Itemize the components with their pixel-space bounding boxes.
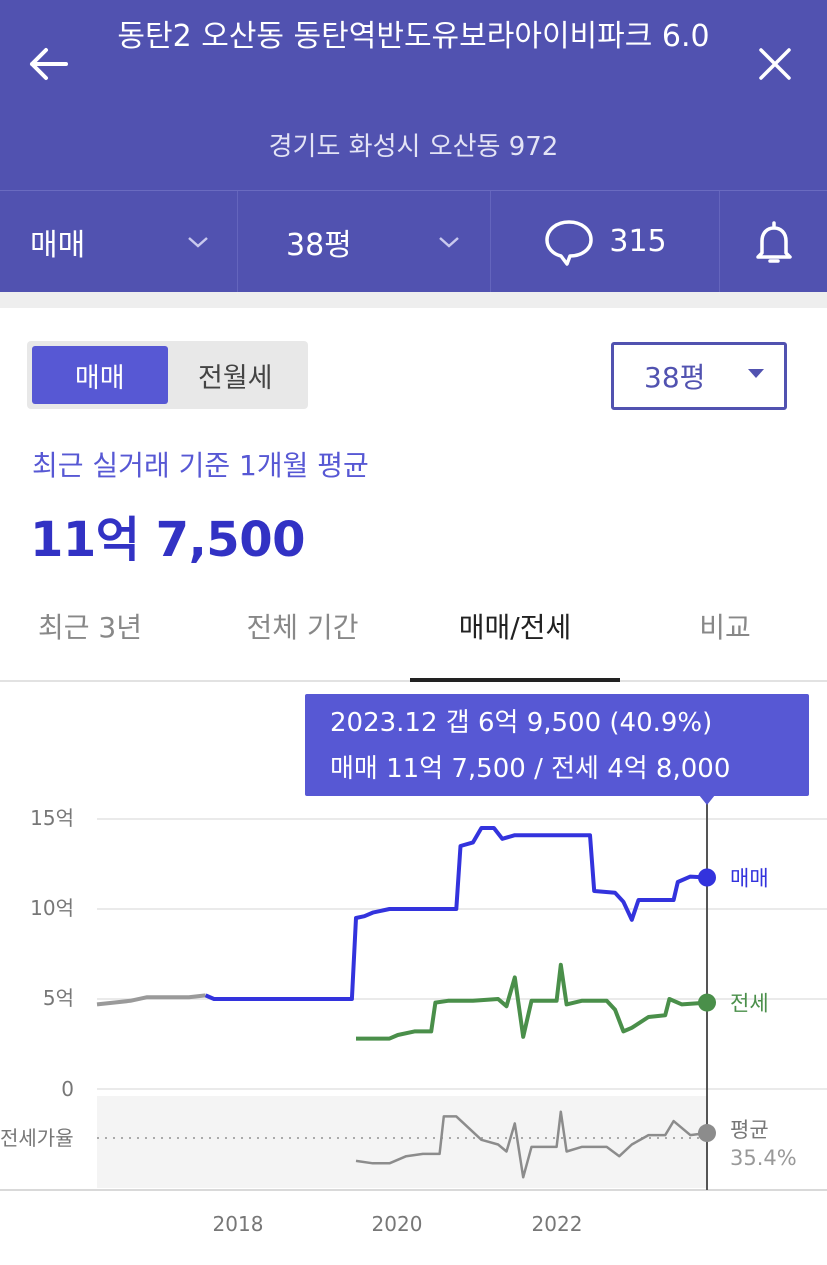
ratio-average-value: 35.4% <box>730 1146 797 1170</box>
section-divider <box>0 292 827 308</box>
bell-icon <box>755 220 792 263</box>
tab-all-period[interactable]: 전체 기간 <box>246 611 359 644</box>
jeonse-price-line <box>356 962 708 1041</box>
sale-price-line <box>204 826 708 1001</box>
speech-bubble-icon <box>545 219 594 266</box>
tooltip-pointer <box>699 795 715 805</box>
deal-type-dropdown[interactable]: 매매 <box>0 191 238 292</box>
ratio-band <box>97 1096 707 1188</box>
comments-button[interactable]: 315 <box>491 191 720 292</box>
tab-sale-jeonse[interactable]: 매매/전세 <box>410 606 620 682</box>
sale-history-line-old <box>96 993 206 1007</box>
y-tick-label: 0 <box>61 1077 74 1101</box>
sale-series-label: 매매 <box>730 867 769 891</box>
average-price: 11억 7,500 <box>30 512 306 568</box>
size-select[interactable]: 38평 <box>611 342 787 410</box>
ratio-axis-label: 전세가율 <box>0 1126 74 1150</box>
size-label: 38평 <box>286 227 352 263</box>
sale-end-dot <box>698 868 716 887</box>
toggle-sale[interactable]: 매매 <box>32 346 168 404</box>
ratio-end-dot <box>698 1124 716 1143</box>
back-button[interactable] <box>22 38 74 90</box>
comment-count: 315 <box>609 224 667 259</box>
notification-button[interactable] <box>720 191 827 292</box>
filter-bar: 매매 38평 315 <box>0 190 827 292</box>
jeonse-end-dot <box>698 993 716 1012</box>
tab-compare[interactable]: 비교 <box>699 611 751 644</box>
jeonse-ratio-line <box>355 1110 708 1179</box>
top-header: 동탄2 오산동 동탄역반도유보라아이비파크 6.0 경기도 화성시 오산동 97… <box>0 0 827 190</box>
x-tick-label: 2020 <box>372 1212 423 1236</box>
tooltip-box <box>305 694 809 796</box>
caret-down-icon <box>748 368 764 378</box>
size-select-value: 38평 <box>644 361 706 394</box>
chevron-down-icon <box>188 236 208 248</box>
y-tick-label: 15억 <box>30 806 74 830</box>
deal-toggle: 매매 전월세 <box>27 341 308 409</box>
y-tick-label: 10억 <box>30 896 74 920</box>
ratio-series-label: 평균 <box>730 1118 769 1142</box>
chevron-down-icon <box>439 236 459 248</box>
close-icon <box>759 48 791 80</box>
average-label: 최근 실거래 기준 1개월 평균 <box>32 449 369 482</box>
price-chart: 15억 10억 5억 0 전세가율 2018 2020 2022 매매 전세 평… <box>0 694 827 1236</box>
address-text: 경기도 화성시 오산동 972 <box>268 132 559 162</box>
deal-type-label: 매매 <box>30 227 86 263</box>
y-tick-label: 5억 <box>43 986 74 1010</box>
x-tick-label: 2018 <box>213 1212 264 1236</box>
jeonse-series-label: 전세 <box>730 992 769 1016</box>
period-tabs: 최근 3년 전체 기간 매매/전세 비교 <box>0 590 827 682</box>
close-button[interactable] <box>749 38 801 90</box>
back-arrow-icon <box>30 48 68 80</box>
x-tick-label: 2022 <box>532 1212 583 1236</box>
tooltip-line-2: 매매 11억 7,500 / 전세 4억 8,000 <box>330 754 730 784</box>
page-title: 동탄2 오산동 동탄역반도유보라아이비파크 6.0 <box>117 19 710 54</box>
size-dropdown[interactable]: 38평 <box>238 191 491 292</box>
tab-recent-3y[interactable]: 최근 3년 <box>38 611 142 644</box>
toggle-rent[interactable]: 전월세 <box>197 362 273 394</box>
tooltip-line-1: 2023.12 갭 6억 9,500 (40.9%) <box>330 708 712 738</box>
